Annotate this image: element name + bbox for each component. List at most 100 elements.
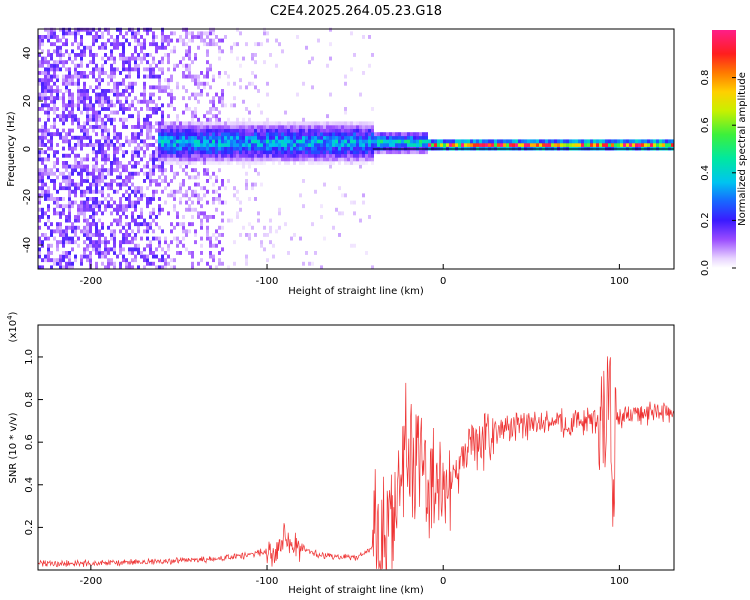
spectrogram-cell xyxy=(161,85,164,90)
spectrogram-cell xyxy=(236,153,239,158)
spectrogram-cell xyxy=(83,189,86,194)
spectrogram-cell xyxy=(167,42,170,47)
spectrogram-cell xyxy=(365,135,368,140)
spectrogram-cell xyxy=(56,157,59,162)
spectrogram-cell xyxy=(98,67,101,72)
spectrogram-cell xyxy=(542,139,545,144)
spectrogram-cell xyxy=(137,42,140,47)
spectrogram-cell xyxy=(398,135,401,140)
spectrogram-cell xyxy=(119,27,122,32)
spectrogram-cell xyxy=(332,132,335,137)
spectrogram-cell xyxy=(347,143,350,147)
spectrogram-cell xyxy=(161,125,164,129)
spectrogram-cell xyxy=(317,139,320,144)
spectrogram-cell xyxy=(173,207,176,212)
spectrogram-cell xyxy=(149,42,152,47)
spectrogram-cell xyxy=(644,143,647,147)
spectrogram-cell xyxy=(173,265,176,270)
spectrogram-cell xyxy=(233,193,236,198)
spectrogram-cell xyxy=(77,164,80,169)
spectrogram-cell xyxy=(227,143,230,147)
spectrogram-cell xyxy=(194,125,197,129)
spectrogram-cell xyxy=(92,168,95,173)
spectrogram-cell xyxy=(209,251,212,255)
spectrogram-cell xyxy=(104,128,107,133)
spectrogram-cell xyxy=(149,135,152,140)
spectrogram-cell xyxy=(260,153,263,158)
spectrogram-cell xyxy=(419,150,422,155)
spectrogram-cell xyxy=(212,27,215,32)
spectrogram-cell xyxy=(38,96,41,101)
spectrogram-cell xyxy=(257,211,260,216)
spectrogram-cell xyxy=(314,157,317,162)
spectrogram-cell xyxy=(155,265,158,270)
spectrogram-cell xyxy=(113,161,116,165)
spectrogram-cell xyxy=(401,150,404,155)
spectrogram-cell xyxy=(332,143,335,147)
spectrogram-cell xyxy=(338,139,341,144)
spectrogram-cell xyxy=(215,189,218,194)
spectrogram-cell xyxy=(146,146,149,151)
spectrogram-cell xyxy=(185,164,188,169)
spectrogram-cell xyxy=(275,38,278,43)
spectrogram-cell xyxy=(362,35,365,39)
spectrogram-cell xyxy=(47,78,50,83)
spectrogram-cell xyxy=(371,139,374,144)
spectrogram-cell xyxy=(77,225,80,230)
spectrogram-cell xyxy=(458,143,461,147)
spectrogram-cell xyxy=(266,150,269,155)
spectrogram-cell xyxy=(221,146,224,151)
spectrogram-cell xyxy=(254,128,257,133)
spectrogram-cell xyxy=(122,204,125,209)
spectrogram-cell xyxy=(98,168,101,173)
spectrogram-cell xyxy=(89,27,92,32)
spectrogram-cell xyxy=(308,125,311,129)
spectrogram-cell xyxy=(68,96,71,101)
spectrogram-cell xyxy=(257,125,260,129)
spectrogram-cell xyxy=(398,139,401,144)
spectrogram-cell xyxy=(560,143,563,147)
spectrogram-cell xyxy=(206,168,209,173)
spectrogram-cell xyxy=(95,125,98,129)
spectrogram-cell xyxy=(119,146,122,151)
spectrogram-cell xyxy=(164,150,167,155)
spectrogram-cell xyxy=(560,139,563,144)
spectrogram-cell xyxy=(62,121,65,126)
spectrogram-cell xyxy=(122,182,125,187)
spectrogram-cell xyxy=(161,247,164,252)
spectrogram-cell xyxy=(197,261,200,266)
spectrogram-cell xyxy=(53,67,56,72)
spectrogram-cell xyxy=(149,132,152,137)
spectrogram-cell xyxy=(143,193,146,198)
spectrogram-cell xyxy=(104,42,107,47)
spectrogram-cell xyxy=(194,153,197,158)
spectrogram-cell xyxy=(170,143,173,147)
spectrogram-cell xyxy=(164,161,167,165)
spectrogram-cell xyxy=(245,254,248,259)
spectrogram-cell xyxy=(182,168,185,173)
spectrogram-cell xyxy=(596,139,599,144)
spectrogram-cell xyxy=(47,71,50,75)
spectrogram-cell xyxy=(131,132,134,137)
spectrogram-cell xyxy=(128,81,131,86)
spectrogram-cell xyxy=(185,135,188,140)
spectrogram-cell xyxy=(173,128,176,133)
spectrogram-cell xyxy=(128,143,131,147)
spectrogram-cell xyxy=(398,132,401,137)
spectrogram-cell xyxy=(257,132,260,137)
spectrogram-cell xyxy=(116,92,119,97)
spectrogram-cell xyxy=(155,157,158,162)
spectrogram-cell xyxy=(134,161,137,165)
spectrogram-cell xyxy=(236,161,239,165)
spectrogram-cell xyxy=(512,143,515,147)
spectrogram-cell xyxy=(548,143,551,147)
spectrogram-cell xyxy=(62,258,65,263)
spectrogram-cell xyxy=(344,125,347,129)
spectrogram-cell xyxy=(98,85,101,90)
spectrogram-cell xyxy=(179,135,182,140)
spectrogram-cell xyxy=(260,125,263,129)
spectrogram-cell xyxy=(137,247,140,252)
spectrogram-cell xyxy=(119,42,122,47)
spectrogram-cell xyxy=(398,143,401,147)
